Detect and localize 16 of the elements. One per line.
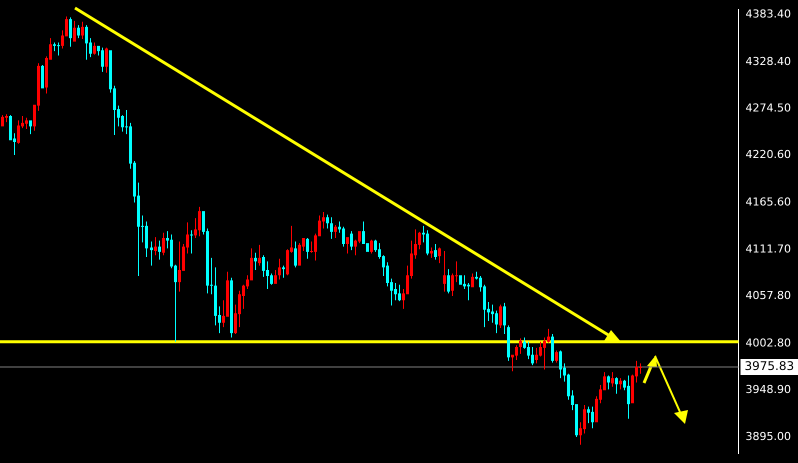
y-tick-label: 4111.70 [746, 242, 792, 256]
ref-line-label: 3975.83 [744, 359, 794, 374]
candlestick [56, 42, 60, 56]
y-tick-label: 4057.80 [746, 288, 792, 302]
candlestick [190, 230, 194, 254]
y-tick-label: 4328.40 [746, 54, 792, 68]
y-tick-label: 4220.60 [746, 148, 792, 162]
y-tick-label: 3948.90 [746, 383, 792, 396]
candlestick [52, 42, 56, 52]
y-tick-label: 4165.60 [746, 196, 792, 209]
y-tick-label: 4002.80 [746, 336, 792, 350]
y-tick-label: 3895.00 [746, 430, 792, 443]
y-tick-label: 4274.50 [746, 102, 792, 115]
candlestick [150, 241, 154, 266]
candlestick [282, 266, 286, 278]
y-tick-label: 4383.40 [746, 7, 792, 20]
